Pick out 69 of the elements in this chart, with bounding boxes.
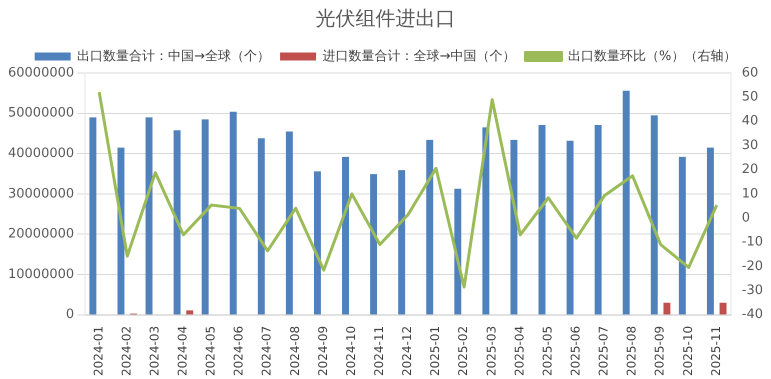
x-tick-label: 2025-08	[624, 326, 639, 376]
bar	[720, 302, 727, 314]
legend-label: 出口数量环比（%）（右轴）	[568, 48, 736, 64]
bar	[663, 302, 670, 314]
y2-tick-label: 30	[742, 138, 758, 153]
y-tick-label: 30000000	[8, 186, 74, 202]
bar	[174, 130, 181, 314]
bar	[286, 131, 293, 314]
y2-tick-label: 10	[742, 186, 758, 202]
y-tick-label: 50000000	[8, 106, 74, 121]
x-tick-label: 2024-10	[344, 326, 358, 376]
bar	[706, 148, 714, 314]
x-tick-label: 2024-04	[176, 326, 190, 376]
bar	[678, 156, 686, 314]
y2-tick-label: 40	[742, 114, 758, 129]
x-tick-label: 2024-02	[119, 326, 134, 376]
bar	[146, 117, 152, 314]
x-tick-label: 2025-09	[652, 326, 667, 376]
x-tick-label: 2024-09	[316, 326, 330, 376]
y-tick-label: 60000000	[8, 65, 74, 80]
y-tick-label: 10000000	[8, 266, 74, 282]
y2-tick-label: 50	[742, 90, 758, 105]
chart-title: 光伏组件进出口	[316, 6, 456, 30]
bar	[482, 127, 490, 314]
x-tick-label: 2025-11	[708, 326, 723, 376]
bar	[538, 125, 546, 314]
x-tick-label: 2024-07	[260, 326, 274, 376]
y-tick-label: 40000000	[8, 146, 74, 161]
bar	[398, 170, 406, 314]
x-tick-label: 2025-04	[512, 326, 526, 376]
y-tick-label: 0	[66, 307, 74, 322]
x-tick-label: 2025-01	[428, 326, 442, 376]
bar	[342, 156, 349, 314]
x-tick-label: 2025-02	[456, 326, 470, 376]
y2-tick-label: -40	[742, 307, 763, 322]
x-tick-label: 2025-05	[540, 326, 554, 376]
legend-label: 出口数量合计：中国→全球（个）	[77, 48, 270, 64]
bar	[566, 140, 574, 314]
x-tick-label: 2024-01	[91, 326, 106, 376]
x-tick-label: 2024-12	[400, 326, 414, 376]
x-tick-label: 2025-03	[484, 326, 498, 376]
bar	[622, 90, 630, 314]
y2-tick-label: 20	[742, 162, 758, 178]
bar	[202, 119, 209, 314]
x-tick-label: 2024-08	[288, 326, 302, 376]
bar	[314, 171, 321, 314]
x-tick-label: 2025-10	[680, 326, 695, 376]
x-tick-label: 2024-06	[232, 326, 246, 376]
x-tick-label: 2024-11	[372, 326, 386, 376]
x-tick-label: 2025-06	[568, 326, 583, 376]
y-tick-label: 20000000	[8, 226, 74, 242]
y2-tick-label: -30	[742, 283, 763, 298]
x-tick-label: 2025-07	[596, 326, 611, 376]
bar	[650, 115, 658, 314]
bar	[370, 174, 378, 314]
legend-label: 进口数量合计：全球→中国（个）	[322, 48, 516, 64]
y2-tick-label: 0	[742, 210, 750, 226]
bar	[89, 117, 96, 314]
y2-tick-label: 60	[742, 65, 758, 80]
bar	[426, 140, 434, 314]
x-tick-label: 2024-05	[204, 326, 218, 376]
bar	[594, 125, 602, 314]
x-tick-label: 2024-03	[147, 326, 162, 376]
bar	[230, 112, 237, 314]
y2-tick-label: -10	[742, 234, 763, 250]
y2-tick-label: -20	[742, 258, 763, 274]
bar	[510, 140, 518, 314]
bar	[186, 310, 194, 314]
bar	[258, 138, 265, 314]
